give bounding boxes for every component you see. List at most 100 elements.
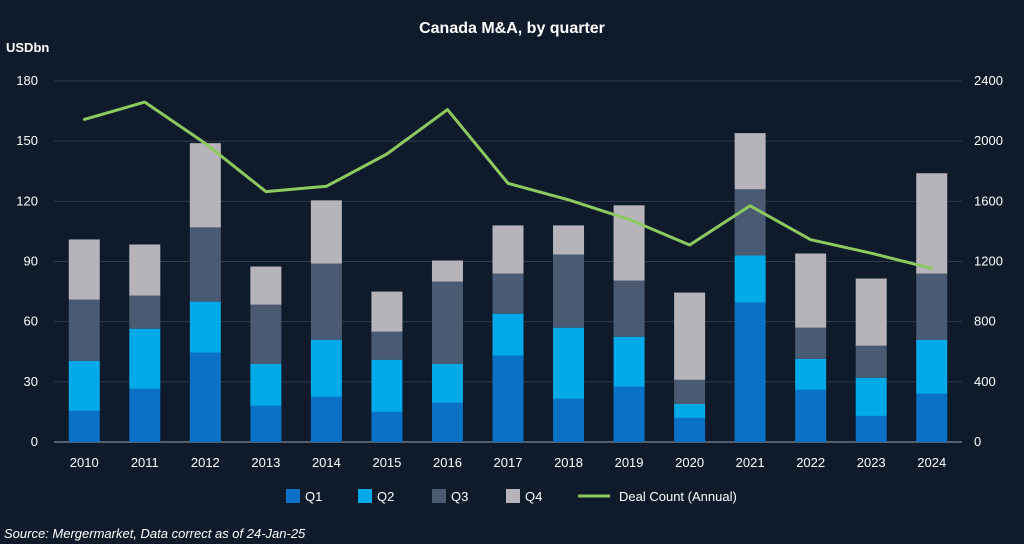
deal-count-point-2015 bbox=[386, 153, 388, 155]
bar-q3-2023 bbox=[855, 345, 887, 378]
deal-count-point-2024 bbox=[930, 267, 933, 270]
legend-swatch-2 bbox=[432, 489, 446, 503]
bar-q3-2022 bbox=[795, 327, 827, 359]
y-axis-left: 0 30 60 90 120 150 180 bbox=[16, 73, 38, 449]
stacked-bars bbox=[68, 133, 948, 442]
bar-q3-2012 bbox=[189, 227, 221, 302]
bar-q1-2017 bbox=[492, 355, 524, 442]
bar-q1-2023 bbox=[855, 415, 887, 442]
bar-q1-2014 bbox=[310, 396, 342, 442]
bar-q1-2020 bbox=[674, 417, 706, 442]
bar-q4-2010 bbox=[68, 239, 100, 300]
bar-q4-2021 bbox=[734, 133, 766, 190]
bar-q3-2021 bbox=[734, 189, 766, 256]
bar-q3-2018 bbox=[553, 254, 585, 328]
legend-label: Q3 bbox=[451, 489, 468, 504]
bar-q4-2016 bbox=[431, 260, 463, 282]
legend-label: Q2 bbox=[377, 489, 394, 504]
deal-count-point-2019 bbox=[628, 218, 630, 221]
x-tick-label: 2022 bbox=[796, 455, 825, 470]
x-tick-label: 2016 bbox=[433, 455, 462, 470]
x-tick-label: 2024 bbox=[917, 455, 946, 470]
y-right-tick-label: 400 bbox=[974, 374, 996, 389]
bar-q3-2020 bbox=[674, 379, 706, 404]
bar-q3-2014 bbox=[310, 263, 342, 340]
bar-q2-2014 bbox=[310, 339, 342, 397]
bar-q1-2021 bbox=[734, 302, 766, 442]
legend-swatch-1 bbox=[358, 489, 372, 503]
bar-q4-2015 bbox=[371, 291, 403, 332]
bar-q1-2016 bbox=[431, 402, 463, 442]
y-left-tick-label: 150 bbox=[16, 133, 38, 148]
bar-q3-2019 bbox=[613, 280, 645, 337]
y-left-tick-label: 180 bbox=[16, 73, 38, 88]
bar-q3-2015 bbox=[371, 331, 403, 360]
legend-swatch-0 bbox=[286, 489, 300, 503]
y-left-tick-label: 90 bbox=[24, 254, 38, 269]
legend-label: Q4 bbox=[525, 489, 542, 504]
x-tick-label: 2013 bbox=[251, 455, 280, 470]
x-tick-label: 2020 bbox=[675, 455, 704, 470]
deal-count-point-2023 bbox=[870, 252, 872, 255]
bar-q4-2018 bbox=[553, 225, 585, 255]
deal-count-point-2016 bbox=[446, 108, 449, 111]
bar-q2-2023 bbox=[855, 377, 887, 416]
deal-count-point-2017 bbox=[507, 182, 509, 185]
bar-q1-2024 bbox=[916, 393, 948, 442]
bar-q1-2012 bbox=[189, 352, 221, 442]
y-right-tick-label: 1600 bbox=[974, 193, 1003, 208]
bar-q2-2024 bbox=[916, 339, 948, 394]
x-tick-label: 2021 bbox=[736, 455, 765, 470]
bar-q4-2017 bbox=[492, 225, 524, 274]
bar-q2-2022 bbox=[795, 358, 827, 390]
bar-q1-2013 bbox=[250, 405, 282, 442]
bar-q3-2010 bbox=[68, 299, 100, 361]
bar-q1-2019 bbox=[613, 386, 645, 442]
legend-label: Q1 bbox=[305, 489, 322, 504]
x-axis: 2010 2011 2012 2013 2014 2015 2016 2017 2018 2019… bbox=[70, 455, 946, 470]
x-tick-label: 2015 bbox=[372, 455, 401, 470]
x-tick-label: 2019 bbox=[615, 455, 644, 470]
bar-q1-2010 bbox=[68, 410, 100, 442]
bar-q3-2017 bbox=[492, 273, 524, 314]
deal-count-line bbox=[82, 100, 934, 270]
bar-q3-2016 bbox=[431, 281, 463, 364]
bar-q2-2018 bbox=[553, 327, 585, 399]
bar-q2-2010 bbox=[68, 360, 100, 411]
bar-q2-2019 bbox=[613, 336, 645, 387]
x-tick-label: 2014 bbox=[312, 455, 341, 470]
bar-q4-2020 bbox=[674, 292, 706, 380]
bar-q4-2011 bbox=[129, 244, 161, 296]
chart-title: Canada M&A, by quarter bbox=[419, 20, 605, 37]
bar-q2-2013 bbox=[250, 363, 282, 406]
deal-count-point-2018 bbox=[567, 199, 570, 201]
y-axis-unit-label: USDbn bbox=[6, 40, 49, 55]
bar-q2-2017 bbox=[492, 313, 524, 356]
y-axis-right: 0 400 800 1200 1600 2000 2400 bbox=[974, 73, 1003, 449]
bar-q4-2024 bbox=[916, 173, 948, 274]
deal-count-point-2011 bbox=[144, 101, 146, 103]
bar-q4-2013 bbox=[250, 266, 282, 305]
y-left-tick-label: 0 bbox=[31, 434, 38, 449]
bar-q2-2012 bbox=[189, 301, 221, 353]
bar-q2-2016 bbox=[431, 363, 463, 403]
deal-count-point-2021 bbox=[749, 205, 751, 207]
bar-q2-2021 bbox=[734, 255, 766, 303]
x-tick-label: 2012 bbox=[191, 455, 220, 470]
deal-count-point-2010 bbox=[83, 118, 86, 121]
bar-q4-2022 bbox=[795, 253, 827, 328]
bar-q1-2018 bbox=[553, 398, 585, 442]
deal-count-point-2012 bbox=[204, 142, 207, 145]
bar-q3-2024 bbox=[916, 273, 948, 340]
x-tick-label: 2023 bbox=[857, 455, 886, 470]
y-left-tick-label: 60 bbox=[24, 314, 38, 329]
legend: Q1 Q2 Q3 Q4 Deal Count (Annual) bbox=[286, 489, 737, 504]
x-tick-label: 2011 bbox=[131, 455, 159, 470]
y-right-tick-label: 2400 bbox=[974, 73, 1003, 88]
deal-count-point-2013 bbox=[265, 190, 267, 193]
y-right-tick-label: 800 bbox=[974, 314, 996, 329]
bar-q1-2011 bbox=[129, 388, 161, 442]
bar-q2-2015 bbox=[371, 359, 403, 412]
bar-q4-2012 bbox=[189, 143, 221, 228]
